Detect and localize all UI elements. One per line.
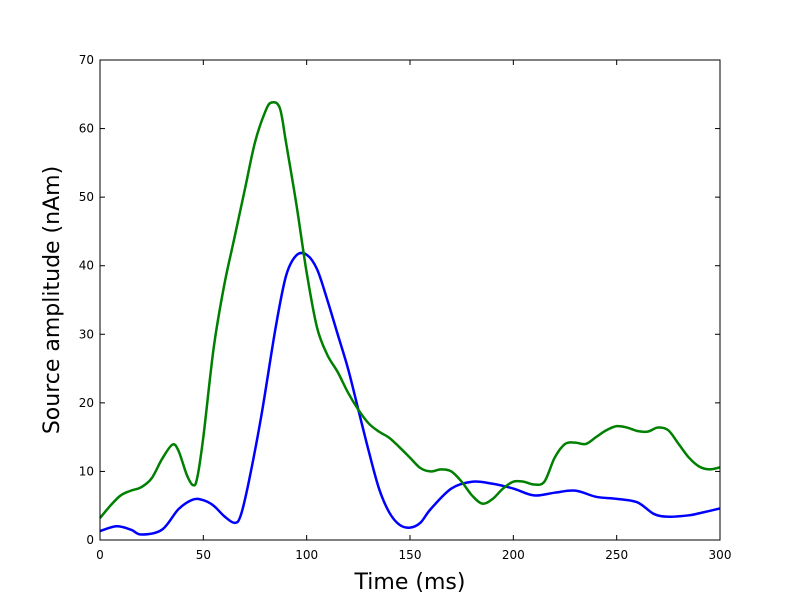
- series-line-2: [99, 100, 721, 519]
- x-axis-label: Time (ms): [354, 570, 466, 595]
- x-tick-label: 50: [196, 548, 211, 562]
- x-tick-label: 150: [399, 548, 422, 562]
- plot-area-frame: [99, 59, 721, 541]
- x-tick-label: 0: [96, 548, 104, 562]
- series-layer: [99, 100, 721, 536]
- ticks-layer: 0 50 100 150 200 250 300 0 10 20 30 40 50 60 70: [79, 53, 732, 562]
- y-tick-label: 40: [79, 259, 94, 273]
- y-tick-label: 30: [79, 327, 94, 341]
- y-tick-label: 70: [79, 53, 94, 67]
- y-tick-label: 10: [79, 464, 94, 478]
- x-tick-label: 250: [605, 548, 628, 562]
- y-tick-label: 50: [79, 190, 94, 204]
- x-tick-label: 300: [709, 548, 732, 562]
- y-axis-label: Source amplitude (nAm): [40, 166, 65, 434]
- x-tick-label: 100: [295, 548, 318, 562]
- series-line-1: [99, 251, 721, 536]
- y-tick-label: 60: [79, 122, 94, 136]
- y-tick-label: 20: [79, 396, 94, 410]
- y-tick-label: 0: [86, 533, 94, 547]
- x-tick-label: 200: [502, 548, 525, 562]
